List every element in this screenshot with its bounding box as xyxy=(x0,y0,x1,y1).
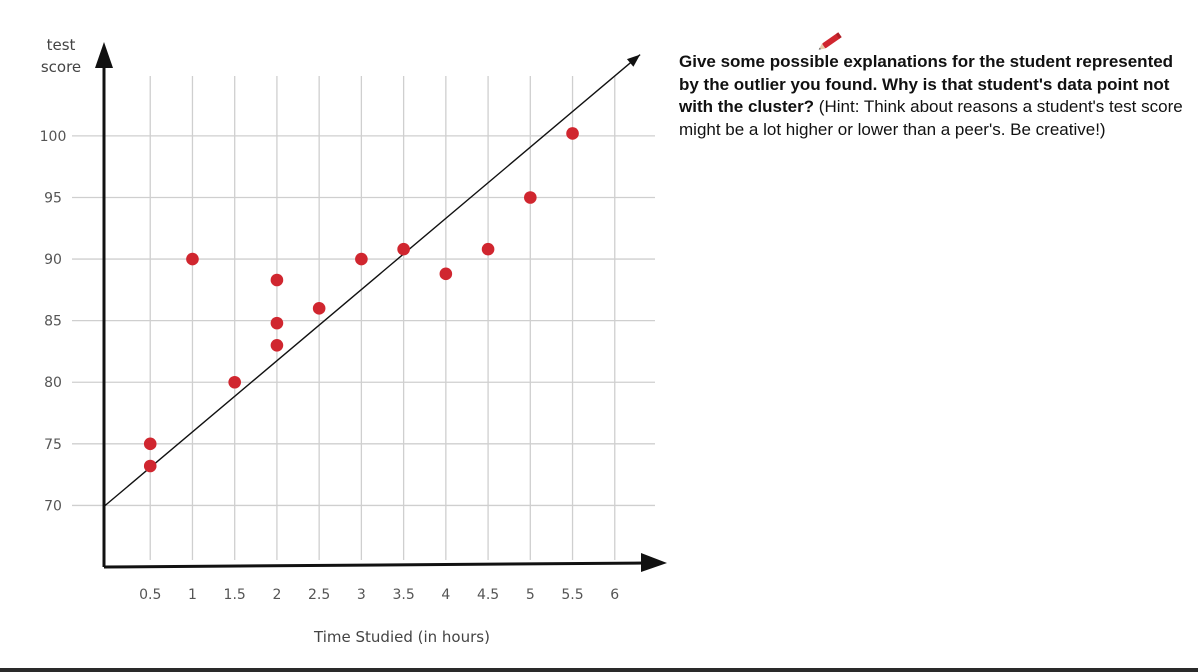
data-point xyxy=(143,459,157,473)
y-tick-labels: 70 75 80 85 90 95 100 xyxy=(40,129,67,515)
x-tick-label: 4.5 xyxy=(477,587,499,603)
x-tick-labels: 0.5 1 1.5 2 2.5 3 3.5 4 4.5 5 5.5 6 xyxy=(139,587,619,603)
x-tick-label: 2 xyxy=(272,587,281,603)
y-axis-arrow xyxy=(95,42,113,68)
data-point xyxy=(270,316,284,330)
grid-lines xyxy=(72,76,655,560)
y-tick-label: 70 xyxy=(44,498,62,514)
y-tick-label: 100 xyxy=(40,129,67,145)
x-tick-label: 1 xyxy=(188,587,197,603)
y-tick-label: 75 xyxy=(44,437,62,453)
x-tick-label: 5 xyxy=(526,587,535,603)
scatter-chart: 0.5 1 1.5 2 2.5 3 3.5 4 4.5 5 5.5 6 70 75 80 85 90 95 100… xyxy=(40,36,667,646)
trend-line-arrowhead xyxy=(626,54,641,67)
data-point xyxy=(312,302,326,315)
pencil-icon xyxy=(818,32,842,50)
data-point xyxy=(481,242,495,256)
x-tick-label: 6 xyxy=(610,587,619,603)
data-point xyxy=(270,273,284,287)
data-point xyxy=(355,252,368,266)
data-point xyxy=(270,338,284,352)
axes xyxy=(95,42,667,572)
x-tick-label: 4 xyxy=(441,587,450,603)
x-axis-line xyxy=(103,561,647,569)
y-tick-label: 90 xyxy=(44,252,62,268)
data-point xyxy=(228,375,241,389)
x-tick-label: 3 xyxy=(357,587,366,603)
y-tick-label: 95 xyxy=(44,190,62,206)
x-tick-label: 2.5 xyxy=(308,587,330,603)
x-tick-label: 3.5 xyxy=(392,587,414,603)
y-axis-title-line1: test xyxy=(47,36,76,54)
data-points xyxy=(143,127,579,473)
question-hint-text: (Hint: Think about reasons a student's t… xyxy=(679,97,1183,139)
x-tick-label: 5.5 xyxy=(561,587,583,603)
data-point xyxy=(186,252,199,266)
trend-line xyxy=(103,54,641,508)
data-point xyxy=(439,267,453,281)
y-tick-label: 85 xyxy=(44,314,62,330)
question-bold-text: Give some possible explanations for the … xyxy=(679,52,1174,116)
x-axis-title: Time Studied (in hours) xyxy=(313,628,490,646)
y-axis-title-line2: score xyxy=(41,58,81,76)
bottom-border xyxy=(0,668,1198,672)
x-tick-label: 1.5 xyxy=(224,587,246,603)
data-point xyxy=(566,127,579,140)
x-tick-label: 0.5 xyxy=(139,587,161,603)
data-point xyxy=(524,191,537,204)
y-tick-label: 80 xyxy=(44,375,62,391)
question-prompt: Give some possible explanations for the … xyxy=(679,51,1184,141)
data-point xyxy=(143,437,157,451)
data-point xyxy=(397,242,410,256)
x-axis-arrow xyxy=(641,553,667,572)
